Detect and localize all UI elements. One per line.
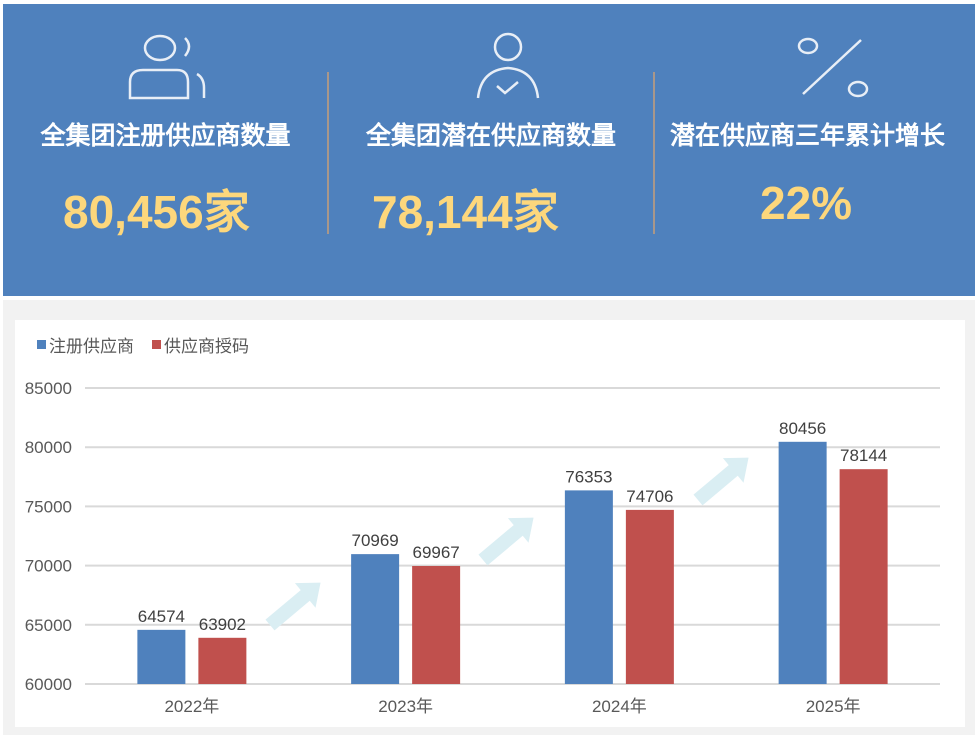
data-label: 74706	[626, 487, 673, 506]
bar-authorized	[839, 469, 888, 684]
data-label: 64574	[138, 607, 185, 626]
x-tick-label: 2023年	[378, 697, 433, 716]
data-label: 76353	[565, 467, 612, 486]
legend-item-registered: 注册供应商	[37, 332, 134, 357]
legend-label: 注册供应商	[49, 337, 134, 357]
plot-area: 60000 65000 70000 75000 80000 85000 64574 63902…	[25, 379, 940, 716]
kpi-potential-suppliers: 全集团潜在供应商数量 78,144家	[330, 4, 652, 296]
kpi-three-year-growth: 潜在供应商三年累计增长 22%	[656, 4, 975, 296]
kpi-header: 全集团注册供应商数量 80,456家 全集团潜在供应商数量 78,144家 潜在…	[3, 4, 975, 296]
bar-registered	[137, 629, 186, 684]
kpi-title: 全集团注册供应商数量	[40, 121, 291, 150]
legend-label: 供应商授码	[164, 337, 249, 357]
users-icon	[127, 32, 209, 106]
chart-legend: 注册供应商 供应商授码	[37, 332, 249, 357]
bar-authorized	[198, 637, 247, 684]
y-tick-label: 85000	[25, 379, 72, 398]
x-tick-label: 2025年	[806, 697, 861, 716]
data-label: 63902	[199, 615, 246, 634]
kpi-registered-suppliers: 全集团注册供应商数量 80,456家	[3, 4, 328, 296]
growth-arrow-icon	[478, 517, 534, 566]
data-label: 70969	[351, 531, 398, 550]
kpi-title: 全集团潜在供应商数量	[365, 121, 616, 150]
bar-registered	[351, 554, 400, 684]
divider	[653, 72, 655, 234]
y-tick-label: 75000	[25, 497, 72, 516]
kpi-value: 80,456家	[63, 186, 250, 238]
bar-authorized	[625, 509, 674, 684]
y-tick-label: 60000	[25, 675, 72, 694]
user-check-icon	[475, 32, 541, 106]
y-tick-label: 80000	[25, 438, 72, 457]
y-tick-label: 70000	[25, 557, 72, 576]
kpi-title: 潜在供应商三年累计增长	[670, 121, 946, 150]
kpi-value: 78,144家	[372, 186, 559, 238]
growth-arrow-icon	[265, 582, 321, 631]
y-tick-label: 65000	[25, 616, 72, 635]
legend-item-authorized: 供应商授码	[152, 332, 249, 357]
supplier-bar-chart: 注册供应商 供应商授码 60000 65000 70000 75000 80000 850…	[15, 320, 965, 727]
kpi-value: 22%	[760, 177, 853, 229]
growth-arrow-icon	[693, 457, 749, 506]
x-tick-label: 2024年	[592, 697, 647, 716]
percent-icon	[793, 34, 873, 104]
data-label: 80456	[779, 419, 826, 438]
data-label: 78144	[840, 446, 887, 465]
data-label: 69967	[412, 543, 459, 562]
bar-authorized	[412, 565, 461, 684]
divider	[327, 72, 329, 234]
legend-swatch-red	[152, 340, 161, 349]
bar-registered	[778, 441, 827, 684]
x-tick-label: 2022年	[164, 697, 219, 716]
legend-swatch-blue	[37, 340, 46, 349]
bar-registered	[564, 490, 613, 684]
